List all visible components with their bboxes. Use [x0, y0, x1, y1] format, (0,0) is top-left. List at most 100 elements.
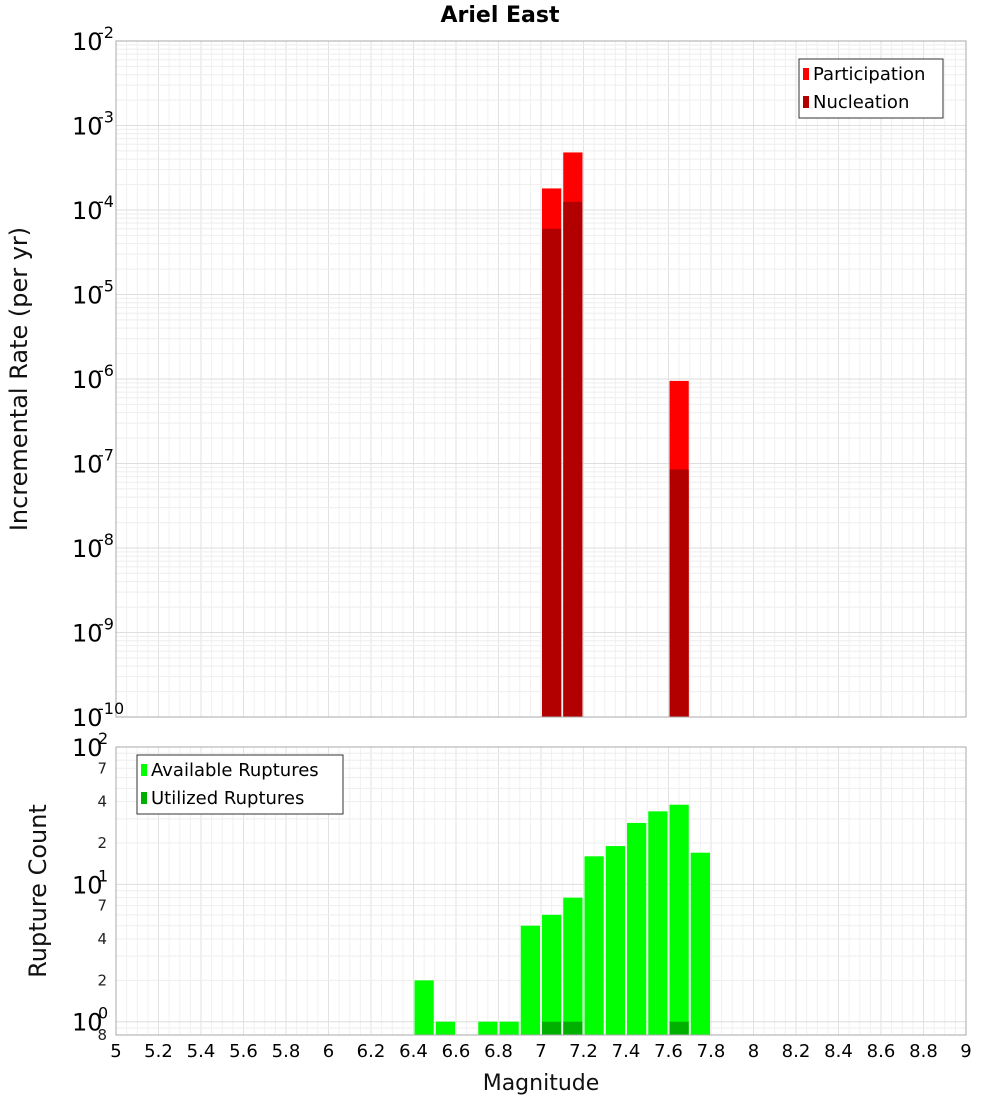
chart-title: Ariel East: [440, 3, 560, 28]
x-tick-label: 7.2: [569, 1041, 598, 1062]
y-tick-base: 10: [72, 620, 103, 648]
legend-box: [136, 754, 344, 815]
bar-nucleation: [669, 469, 689, 717]
y-tick-base: 10: [72, 28, 103, 56]
y-tick-exponent: -6: [98, 361, 114, 380]
bar-available-ruptures: [648, 811, 668, 1035]
x-tick-label: 8.8: [909, 1041, 938, 1062]
bar-available-ruptures: [542, 914, 562, 1035]
x-tick-label: 8.2: [782, 1041, 811, 1062]
legend-swatch: [803, 68, 809, 80]
y-tick-base: 10: [72, 197, 103, 225]
y-minor-tick-label: 7: [97, 759, 107, 777]
y-tick-base: 10: [72, 282, 103, 310]
y-tick-exponent: 2: [98, 729, 108, 748]
y-tick-exponent: -9: [98, 615, 114, 634]
y-minor-tick-label: 4: [97, 930, 107, 948]
y-tick-base: 10: [72, 366, 103, 394]
y-tick-label: 10-2: [72, 23, 114, 56]
x-tick-label: 5.2: [144, 1041, 173, 1062]
bar-available-ruptures: [520, 925, 540, 1035]
y-tick-label: 10-9: [72, 615, 114, 648]
count-x-ticks: 5 5.2 5.4 5.6 5.8 6 6.2 6.4 6.6 6.8 7 7.2 7.4 7.6 7.8 8…: [110, 1041, 971, 1062]
bar-available-ruptures: [414, 980, 434, 1035]
count-legend: Available Ruptures Utilized Ruptures: [136, 754, 344, 815]
bar-utilized-ruptures: [563, 1021, 583, 1035]
y-minor-tick-label: 2: [97, 971, 107, 989]
x-tick-label: 8: [748, 1041, 759, 1062]
bar-available-ruptures: [478, 1021, 498, 1035]
bar-available-ruptures: [563, 897, 583, 1035]
rate-legend: Participation Nucleation: [798, 58, 944, 119]
y-tick-exponent: -8: [98, 530, 114, 549]
y-tick-base: 10: [72, 113, 103, 141]
bar-utilized-ruptures: [669, 1021, 689, 1035]
x-tick-label: 7.8: [697, 1041, 726, 1062]
x-tick-label: 8.4: [824, 1041, 853, 1062]
x-tick-label: 6.4: [399, 1041, 428, 1062]
x-tick-label: 6.6: [442, 1041, 471, 1062]
legend-label: Available Ruptures: [151, 760, 319, 781]
count-bars: [414, 804, 710, 1035]
legend-swatch: [141, 764, 147, 776]
bar-available-ruptures: [627, 822, 647, 1035]
legend-label: Participation: [813, 64, 925, 85]
rate-plot-border: [115, 40, 967, 718]
y-minor-tick-label: 8: [97, 1026, 107, 1044]
x-tick-label: 8.6: [867, 1041, 896, 1062]
bar-nucleation: [542, 228, 562, 717]
y-tick-exponent: 0: [98, 1004, 108, 1023]
y-tick-label: 10-10: [72, 699, 124, 732]
bar-utilized-ruptures: [542, 1021, 562, 1035]
y-tick-label: 102: [72, 729, 108, 762]
x-tick-label: 6: [323, 1041, 334, 1062]
count-plot-border: [115, 746, 967, 1036]
y-tick-label: 10-4: [72, 192, 114, 225]
bar-nucleation: [563, 201, 583, 718]
y-tick-label: 100: [72, 1004, 108, 1037]
count-y-axis-label: Rupture Count: [24, 804, 52, 978]
y-minor-tick-label: 7: [97, 897, 107, 915]
y-tick-base: 10: [72, 734, 103, 762]
x-tick-label: 7: [535, 1041, 546, 1062]
y-tick-label: 10-5: [72, 277, 114, 310]
y-minor-tick-label: 4: [97, 793, 107, 811]
x-axis-label: Magnitude: [483, 1071, 600, 1096]
count-grid: [115, 746, 967, 1036]
bar-available-ruptures: [435, 1021, 455, 1035]
rate-bars: [542, 152, 689, 718]
legend-label: Nucleation: [813, 92, 909, 113]
rate-y-axis-label: Incremental Rate (per yr): [5, 227, 33, 531]
bar-available-ruptures: [669, 804, 689, 1035]
x-tick-label: 7.6: [654, 1041, 683, 1062]
y-tick-exponent: -4: [98, 192, 114, 211]
y-tick-exponent: -7: [98, 446, 114, 465]
y-tick-base: 10: [72, 451, 103, 479]
y-tick-exponent: -5: [98, 277, 114, 296]
x-tick-label: 7.4: [612, 1041, 641, 1062]
y-tick-label: 10-8: [72, 530, 114, 563]
bar-available-ruptures: [690, 852, 710, 1035]
y-tick-label: 101: [72, 866, 108, 899]
x-tick-label: 5.4: [187, 1041, 216, 1062]
x-tick-label: 9: [960, 1041, 971, 1062]
y-tick-label: 10-7: [72, 446, 114, 479]
x-tick-label: 5.6: [229, 1041, 258, 1062]
y-tick-base: 10: [72, 871, 103, 899]
y-minor-tick-label: 2: [97, 834, 107, 852]
y-tick-label: 10-6: [72, 361, 114, 394]
bar-available-ruptures: [499, 1021, 519, 1035]
y-tick-exponent: -2: [98, 23, 114, 42]
x-tick-label: 6.8: [484, 1041, 513, 1062]
y-tick-exponent: 1: [98, 866, 108, 885]
legend-box: [798, 58, 944, 119]
y-tick-base: 10: [72, 1009, 103, 1037]
legend-label: Utilized Ruptures: [151, 788, 304, 809]
bar-available-ruptures: [605, 846, 625, 1035]
y-tick-base: 10: [72, 535, 103, 563]
